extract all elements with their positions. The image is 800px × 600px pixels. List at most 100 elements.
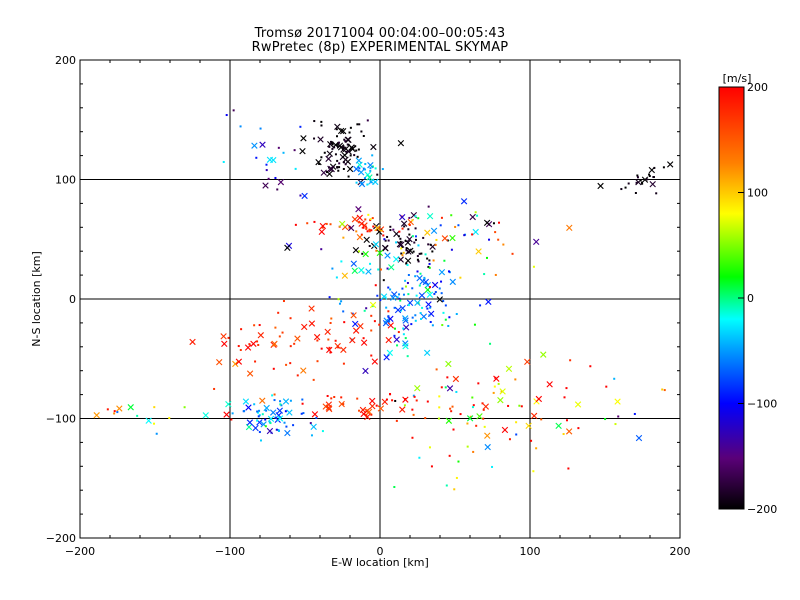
data-point-dot <box>330 317 333 320</box>
data-point-dot <box>404 397 407 400</box>
y-tick-label: −100 <box>46 413 76 426</box>
colorbar-label: [m/s] <box>723 72 752 85</box>
data-point-dot <box>402 293 405 296</box>
data-point-dot <box>403 404 406 407</box>
data-point-dot <box>365 307 368 310</box>
data-point-cross <box>393 336 400 343</box>
data-point-cross <box>349 145 356 153</box>
data-point-dot <box>370 314 373 317</box>
data-point-dot <box>355 181 358 184</box>
data-point-dot <box>355 230 358 233</box>
data-point-dot <box>463 234 466 237</box>
data-point-dot <box>428 314 431 317</box>
data-point-dot <box>274 176 277 179</box>
data-point-dot <box>469 415 472 418</box>
data-point-dot <box>483 425 486 428</box>
data-point-cross <box>501 426 509 434</box>
data-point-dot <box>222 160 225 163</box>
data-point-dot <box>254 360 257 363</box>
data-point-dot <box>369 169 372 172</box>
data-point-cross <box>466 415 474 422</box>
data-point-dot <box>387 315 390 318</box>
data-point-cross <box>469 213 476 221</box>
data-point-dot <box>428 266 431 269</box>
data-point-dot <box>353 154 356 157</box>
data-point-dot <box>328 145 331 148</box>
data-point-dot <box>433 292 436 295</box>
data-point-dot <box>329 322 332 325</box>
data-point-cross <box>419 278 426 285</box>
data-point-cross <box>358 180 366 188</box>
data-point-cross <box>189 338 196 346</box>
data-point-dot <box>378 323 381 326</box>
data-point-dot <box>239 125 242 128</box>
data-point-dot <box>296 374 299 377</box>
data-point-dot <box>388 320 391 323</box>
data-point-dot <box>415 399 418 402</box>
data-point-dot <box>451 405 454 408</box>
data-point-dot <box>427 205 430 208</box>
data-point-dot <box>446 376 449 379</box>
grid-lines <box>80 60 680 538</box>
data-point-dot <box>253 324 256 327</box>
data-point-cross <box>385 336 392 344</box>
data-point-dot <box>472 404 475 407</box>
data-point-dot <box>364 225 367 228</box>
data-point-dot <box>321 430 324 433</box>
data-point-dot <box>312 378 315 381</box>
data-point-cross <box>382 245 389 252</box>
data-point-cross <box>369 301 377 309</box>
data-point-dot <box>264 418 267 421</box>
data-point-cross <box>402 324 410 331</box>
data-point-dot <box>396 344 399 347</box>
data-point-cross <box>397 139 405 147</box>
data-point-dot <box>384 296 387 299</box>
data-point-cross <box>352 320 359 328</box>
data-point-dot <box>335 143 338 146</box>
data-point-dot <box>373 320 376 323</box>
data-point-dot <box>479 304 482 307</box>
colorbar-tick-label: −200 <box>747 503 777 516</box>
data-point-dot <box>400 252 403 255</box>
data-point-dot <box>342 236 345 239</box>
data-point-dot <box>450 214 453 217</box>
data-point-dot <box>320 156 323 159</box>
data-point-cross <box>472 228 479 236</box>
data-point-dot <box>424 417 427 420</box>
data-point-cross <box>308 305 315 312</box>
data-point-dot <box>481 402 484 405</box>
data-point-dot <box>427 265 430 268</box>
data-point-dot <box>475 424 478 427</box>
data-point-dot <box>419 312 422 315</box>
data-point-dot <box>405 247 408 250</box>
data-point-dot <box>272 367 275 370</box>
data-point-dot <box>440 280 443 283</box>
data-point-cross <box>271 340 278 347</box>
data-point-dot <box>414 235 417 238</box>
data-point-cross <box>282 398 290 405</box>
data-point-dot <box>375 404 378 407</box>
data-point-dot <box>243 410 246 413</box>
data-point-cross <box>360 339 368 346</box>
data-point-dot <box>391 399 394 402</box>
data-point-dot <box>402 251 405 254</box>
data-point-cross <box>369 397 376 405</box>
data-point-dot <box>261 413 264 416</box>
data-point-dot <box>370 413 373 416</box>
data-point-cross <box>284 244 291 251</box>
data-point-cross <box>414 385 421 392</box>
data-point-dot <box>483 273 486 276</box>
data-point-dot <box>639 179 642 182</box>
data-point-dot <box>412 250 415 253</box>
data-point-dot <box>473 323 476 326</box>
data-point-dot <box>333 146 336 149</box>
data-point-dot <box>445 484 448 487</box>
data-point-dot <box>289 345 292 348</box>
data-point-dot <box>357 148 360 151</box>
data-point-dot <box>371 217 374 220</box>
data-point-cross <box>390 294 397 301</box>
data-point-cross <box>476 413 483 420</box>
data-point-dot <box>213 387 216 390</box>
data-point-dot <box>429 243 432 246</box>
data-point-cross <box>351 267 358 275</box>
